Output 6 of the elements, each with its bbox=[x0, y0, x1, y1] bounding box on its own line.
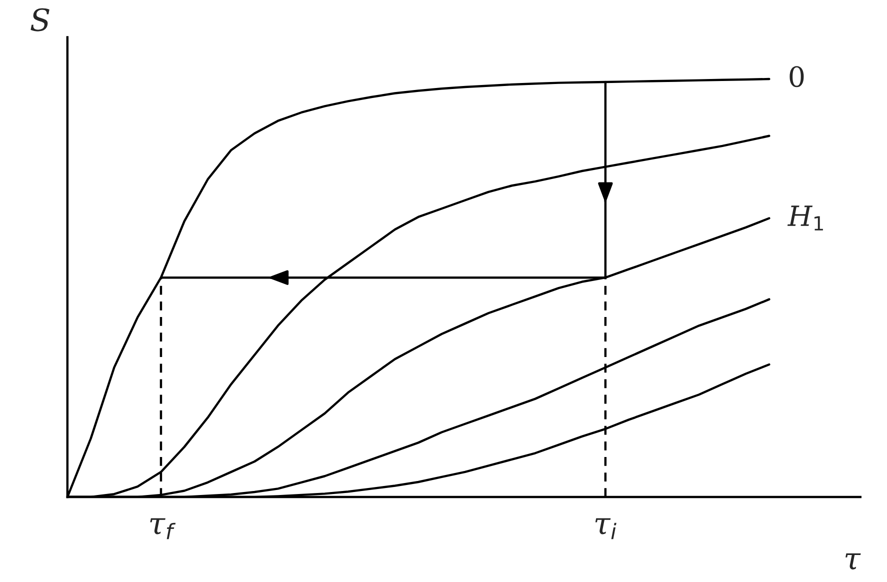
x-tick-label: τ$_{i}$ bbox=[595, 518, 616, 540]
series-label: H$_{1}$ bbox=[787, 206, 823, 230]
series-label: 0 bbox=[790, 66, 804, 88]
x-tick-label: τ$_{f}$ bbox=[150, 518, 176, 540]
y-axis-title: S bbox=[30, 8, 50, 32]
x-axis-title: τ bbox=[846, 553, 861, 570]
